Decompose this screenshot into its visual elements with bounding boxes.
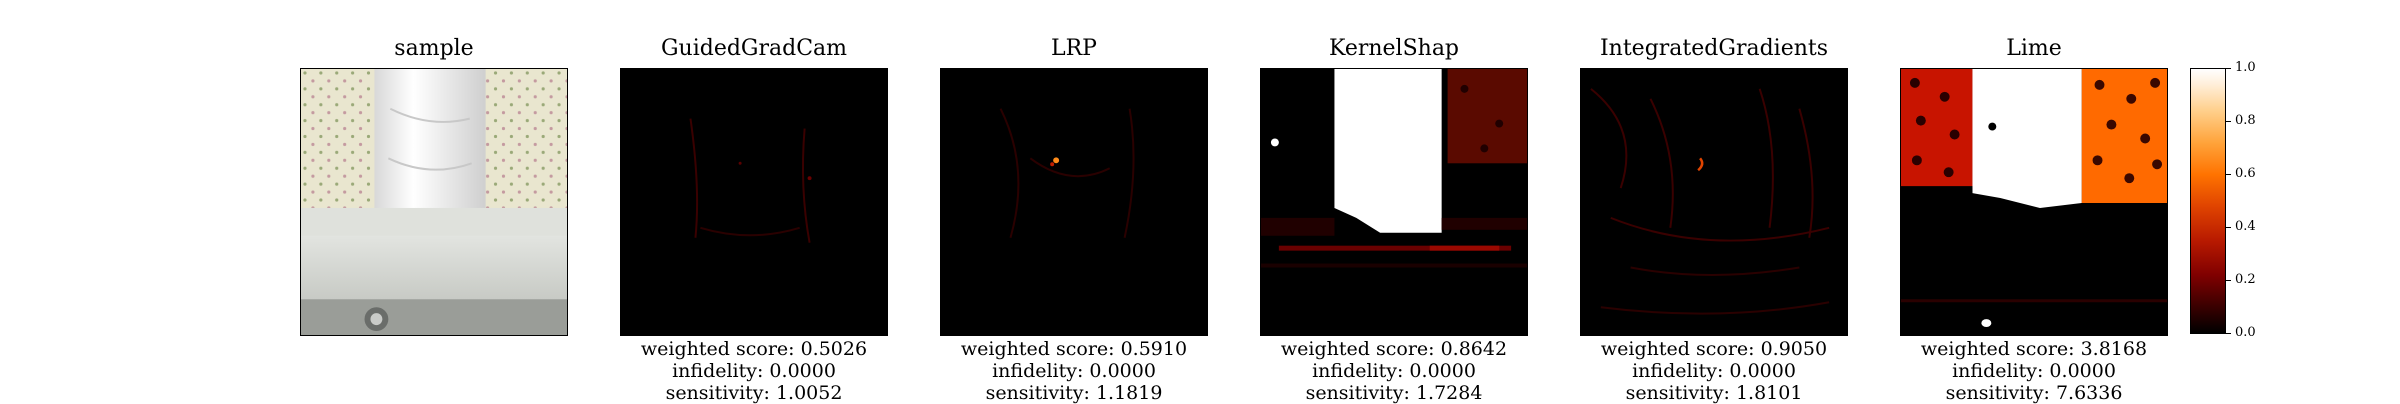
- weighted-score: weighted score: 0.5026: [640, 338, 868, 360]
- weighted-score: weighted score: 0.5910: [960, 338, 1188, 360]
- panel-title: sample: [394, 36, 474, 61]
- attribution-map-integratedgradients: [1580, 68, 1848, 336]
- metrics: weighted score: 0.8642 infidelity: 0.000…: [1230, 338, 1558, 404]
- panel-title: LRP: [1051, 36, 1097, 61]
- attribution-map-lime: [1900, 68, 2168, 336]
- weighted-score: weighted score: 0.8642: [1280, 338, 1508, 360]
- attribution-map-kernelshap: [1260, 68, 1528, 336]
- infidelity: infidelity: 0.0000: [1952, 360, 2116, 382]
- panel-title: IntegratedGradients: [1599, 36, 1829, 61]
- sensitivity: sensitivity: 1.1819: [985, 382, 1163, 404]
- panel-title: KernelShap: [1328, 36, 1460, 61]
- infidelity: infidelity: 0.0000: [992, 360, 1156, 382]
- attribution-map-lrp: [940, 68, 1208, 336]
- sensitivity: sensitivity: 1.8101: [1625, 382, 1803, 404]
- panel-title: Lime: [2006, 36, 2062, 61]
- weighted-score: weighted score: 0.9050: [1600, 338, 1828, 360]
- weighted-score: weighted score: 3.8168: [1920, 338, 2148, 360]
- metrics: weighted score: 0.5026 infidelity: 0.000…: [590, 338, 918, 404]
- infidelity: infidelity: 0.0000: [1312, 360, 1476, 382]
- infidelity: infidelity: 0.0000: [672, 360, 836, 382]
- panel-title: GuidedGradCam: [660, 36, 848, 61]
- colorbar: [2190, 68, 2226, 334]
- metrics: weighted score: 0.5910 infidelity: 0.000…: [910, 338, 1238, 404]
- sensitivity: sensitivity: 1.0052: [665, 382, 843, 404]
- infidelity: infidelity: 0.0000: [1632, 360, 1796, 382]
- sensitivity: sensitivity: 1.7284: [1305, 382, 1483, 404]
- sample-image: [300, 68, 568, 336]
- metrics: weighted score: 3.8168 infidelity: 0.000…: [1870, 338, 2198, 404]
- sensitivity: sensitivity: 7.6336: [1945, 382, 2123, 404]
- metrics: weighted score: 0.9050 infidelity: 0.000…: [1550, 338, 1878, 404]
- attribution-map-guidedgradcam: [620, 68, 888, 336]
